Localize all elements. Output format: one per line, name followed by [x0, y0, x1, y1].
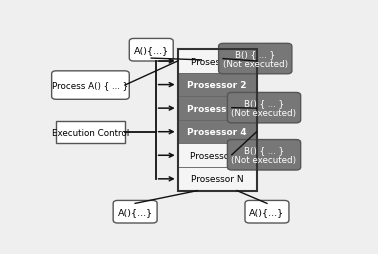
FancyBboxPatch shape	[218, 44, 292, 74]
Text: A(){...}: A(){...}	[134, 46, 169, 55]
FancyBboxPatch shape	[113, 201, 157, 223]
Text: Prosessor ...: Prosessor ...	[190, 151, 245, 160]
Text: A(){...}: A(){...}	[118, 208, 153, 216]
FancyBboxPatch shape	[129, 39, 173, 62]
FancyBboxPatch shape	[178, 120, 257, 144]
FancyBboxPatch shape	[178, 73, 257, 97]
FancyBboxPatch shape	[178, 167, 257, 191]
Text: Prosessor 2: Prosessor 2	[187, 81, 247, 90]
Text: B() { ... }
(Not executed): B() { ... } (Not executed)	[231, 146, 297, 165]
FancyBboxPatch shape	[56, 121, 125, 144]
Text: Execution Control: Execution Control	[52, 128, 129, 137]
FancyBboxPatch shape	[228, 140, 301, 170]
Text: Process A() { ... }: Process A() { ... }	[52, 81, 129, 90]
Text: B() { ... }
(Not executed): B() { ... } (Not executed)	[223, 50, 288, 69]
FancyBboxPatch shape	[178, 144, 257, 167]
Text: Prosessor 3: Prosessor 3	[187, 104, 247, 113]
Text: B() { ... }
(Not executed): B() { ... } (Not executed)	[231, 99, 297, 118]
Text: Prosessor 1: Prosessor 1	[191, 57, 243, 66]
Text: A(){...}: A(){...}	[249, 208, 285, 216]
FancyBboxPatch shape	[228, 93, 301, 123]
FancyBboxPatch shape	[178, 50, 257, 73]
Text: Prosessor 4: Prosessor 4	[187, 128, 247, 137]
FancyBboxPatch shape	[52, 72, 129, 100]
Text: Prosessor N: Prosessor N	[191, 175, 243, 184]
FancyBboxPatch shape	[178, 97, 257, 120]
FancyBboxPatch shape	[245, 201, 289, 223]
